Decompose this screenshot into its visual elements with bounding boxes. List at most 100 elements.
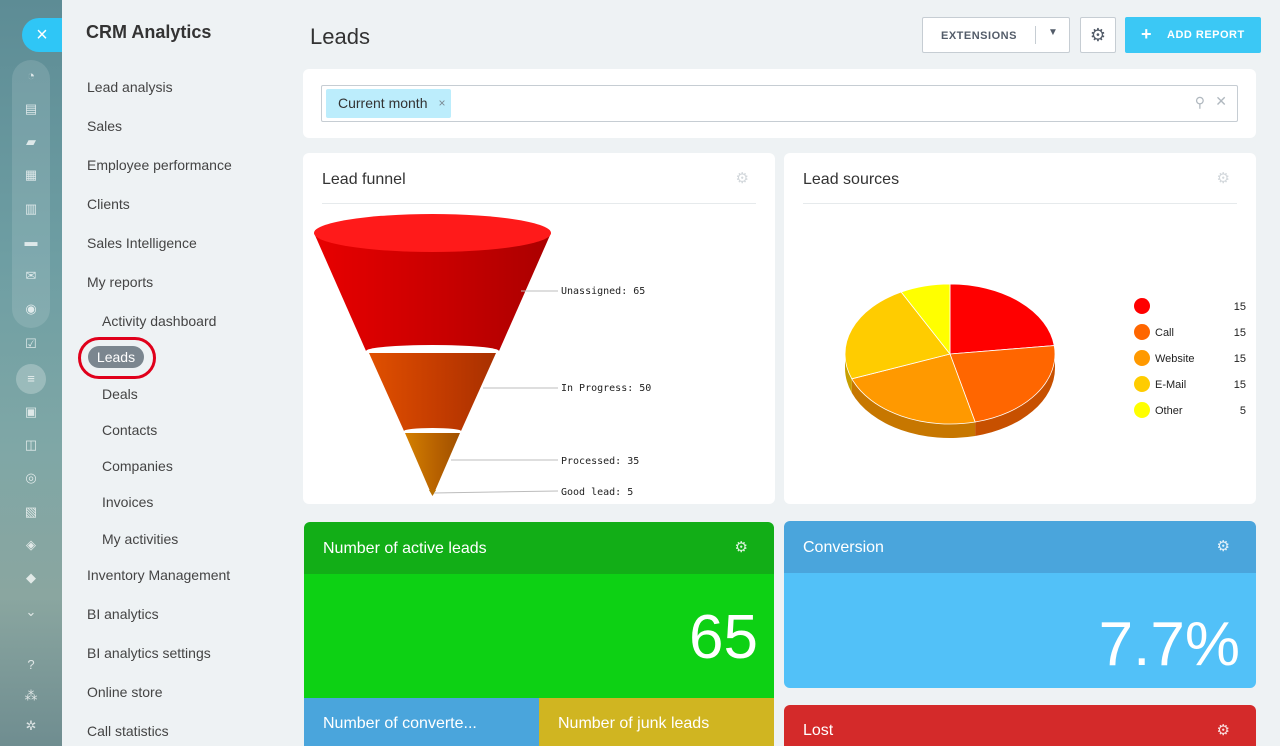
tile-body <box>304 574 774 698</box>
menu-item-call-statistics[interactable]: Call statistics <box>87 723 169 739</box>
mail-icon[interactable]: ✉ <box>25 268 37 283</box>
pie-slice-4 <box>900 283 951 356</box>
activity-stream-icon[interactable]: ◔ <box>27 68 35 83</box>
automation-icon[interactable]: ◈ <box>26 537 36 552</box>
conversion-value: 7.7% <box>1098 610 1240 679</box>
legend-marker-4 <box>1134 402 1150 418</box>
widget-title: Conversion <box>803 539 884 556</box>
tile-header <box>304 522 774 574</box>
menu-item-my-reports[interactable]: My reports <box>87 274 154 290</box>
add-report-button[interactable]: + ADD REPORT <box>1125 17 1261 53</box>
menu-item-my-activities[interactable]: My activities <box>102 531 179 547</box>
gear-icon[interactable]: ⚙ <box>1216 170 1230 187</box>
filter-input[interactable]: Current month × ⚲ ✕ <box>321 85 1238 122</box>
funnel-segment-good-lead <box>429 490 436 496</box>
active-leads-widget: Number of active leads ⚙ 65 <box>304 522 774 698</box>
highlight-ring <box>78 337 156 379</box>
gear-icon: ⚙ <box>1089 25 1107 45</box>
close-icon[interactable]: × <box>438 96 446 110</box>
groups-icon[interactable]: ◉ <box>25 301 37 316</box>
documents-icon[interactable]: ▥ <box>24 201 38 216</box>
menu-item-clients[interactable]: Clients <box>87 196 130 212</box>
lost-widget: Lost ⚙ <box>784 705 1256 746</box>
crm-active-indicator <box>16 364 46 394</box>
crm-icon[interactable]: ≡ <box>27 371 35 386</box>
lead-funnel-widget: Lead funnel ⚙ Unassigned: 65 In <box>303 153 775 504</box>
menu-item-sales[interactable]: Sales <box>87 118 123 134</box>
widget-title: Number of converte... <box>323 715 477 732</box>
sites-icon[interactable]: ▣ <box>24 404 38 419</box>
pie-slice-3 <box>844 291 951 380</box>
menu-item-companies[interactable]: Companies <box>102 458 173 474</box>
filter-chip-label: Current month <box>338 95 428 111</box>
legend-marker-1 <box>1134 324 1150 340</box>
filter-chip[interactable]: Current month × <box>326 89 452 118</box>
legend-label-3: E-Mail <box>1155 379 1186 391</box>
menu-item-lead-analysis[interactable]: Lead analysis <box>87 79 173 95</box>
structure-icon[interactable]: ⁂ <box>24 688 38 703</box>
menu-item-invoices[interactable]: Invoices <box>102 494 154 510</box>
menu-item-sales-intelligence[interactable]: Sales Intelligence <box>87 235 197 251</box>
tile-header <box>784 521 1256 573</box>
pie-chart: 15 Call 15 Website 15 E-Mail 15 Other 5 <box>844 283 1246 439</box>
menu-item-bi-analytics[interactable]: BI analytics <box>87 606 159 622</box>
menu-item-contacts[interactable]: Contacts <box>102 422 158 438</box>
legend-value-1: 15 <box>1234 327 1246 339</box>
funnel-label-in-progress: In Progress: 50 <box>561 383 651 394</box>
contact-center-icon[interactable]: ▧ <box>24 504 38 519</box>
chat-icon[interactable]: ▰ <box>26 134 36 149</box>
menu-item-employee-performance[interactable]: Employee performance <box>87 157 232 173</box>
drive-icon[interactable]: ▬ <box>24 234 38 249</box>
junk-leads-widget: Number of junk leads <box>539 698 774 746</box>
gear-icon[interactable]: ⚙ <box>735 170 749 187</box>
menu-item-bi-analytics-settings[interactable]: BI analytics settings <box>87 645 211 661</box>
converted-leads-widget: Number of converte... <box>304 698 539 746</box>
calendar-icon[interactable]: ▦ <box>24 167 38 182</box>
pie-slice-side-3 <box>845 354 852 393</box>
settings-icon[interactable]: ✲ <box>25 718 37 733</box>
add-report-label: ADD REPORT <box>1167 29 1245 41</box>
gear-icon[interactable]: ⚙ <box>1216 538 1230 555</box>
funnel-label-processed: Processed: 35 <box>561 456 639 467</box>
feed-icon[interactable]: ▤ <box>24 101 38 116</box>
store-icon[interactable]: ◫ <box>24 437 38 452</box>
conversion-widget: Conversion ⚙ 7.7% <box>784 521 1256 688</box>
pie-slice-0 <box>949 283 1055 355</box>
extensions-button[interactable]: EXTENSIONS ▼ <box>922 17 1070 53</box>
chevron-down-icon[interactable]: ▼ <box>1048 27 1058 38</box>
pie-slice-side-1 <box>975 354 1055 436</box>
gear-icon[interactable]: ⚙ <box>1216 722 1230 739</box>
legend-marker-0 <box>1134 298 1150 314</box>
funnel-segment-unassigned <box>314 233 551 351</box>
gear-icon[interactable]: ⚙ <box>734 539 748 556</box>
close-icon[interactable]: × <box>22 18 62 52</box>
menu-item-leads[interactable]: Leads <box>88 346 144 368</box>
legend-value-4: 5 <box>1240 405 1246 417</box>
menu-title: CRM Analytics <box>86 22 212 42</box>
settings-button[interactable]: ⚙ <box>1080 17 1116 53</box>
widget-title: Number of active leads <box>323 540 487 557</box>
page-title: Leads <box>310 24 370 49</box>
funnel-label-good-lead: Good lead: 5 <box>561 487 633 498</box>
inventory-icon[interactable]: ◆ <box>26 570 36 585</box>
widget-title: Lead sources <box>803 171 900 188</box>
legend-marker-3 <box>1134 376 1150 392</box>
more-icon[interactable]: ⌄ <box>25 604 37 619</box>
menu-item-online-store[interactable]: Online store <box>87 684 163 700</box>
legend-value-3: 15 <box>1234 379 1246 391</box>
pie-slice-2 <box>851 353 976 425</box>
tasks-icon[interactable]: ☑ <box>25 336 37 351</box>
menu-item-deals[interactable]: Deals <box>102 386 138 402</box>
menu-item-activity-dashboard[interactable]: Activity dashboard <box>102 313 217 329</box>
menu-item-inventory-management[interactable]: Inventory Management <box>87 567 231 583</box>
legend-label-4: Other <box>1155 405 1183 417</box>
clear-icon[interactable]: ✕ <box>1215 93 1227 109</box>
help-icon[interactable]: ? <box>27 657 35 672</box>
funnel-label-unassigned: Unassigned: 65 <box>561 286 645 297</box>
legend-value-0: 15 <box>1234 301 1246 313</box>
crm-analytics-menu: CRM Analytics Lead analysis Sales Employ… <box>62 0 288 746</box>
marketing-icon[interactable]: ◎ <box>25 470 37 485</box>
widget-title: Lead funnel <box>322 171 406 188</box>
divider <box>322 203 756 204</box>
search-icon[interactable]: ⚲ <box>1194 94 1205 110</box>
